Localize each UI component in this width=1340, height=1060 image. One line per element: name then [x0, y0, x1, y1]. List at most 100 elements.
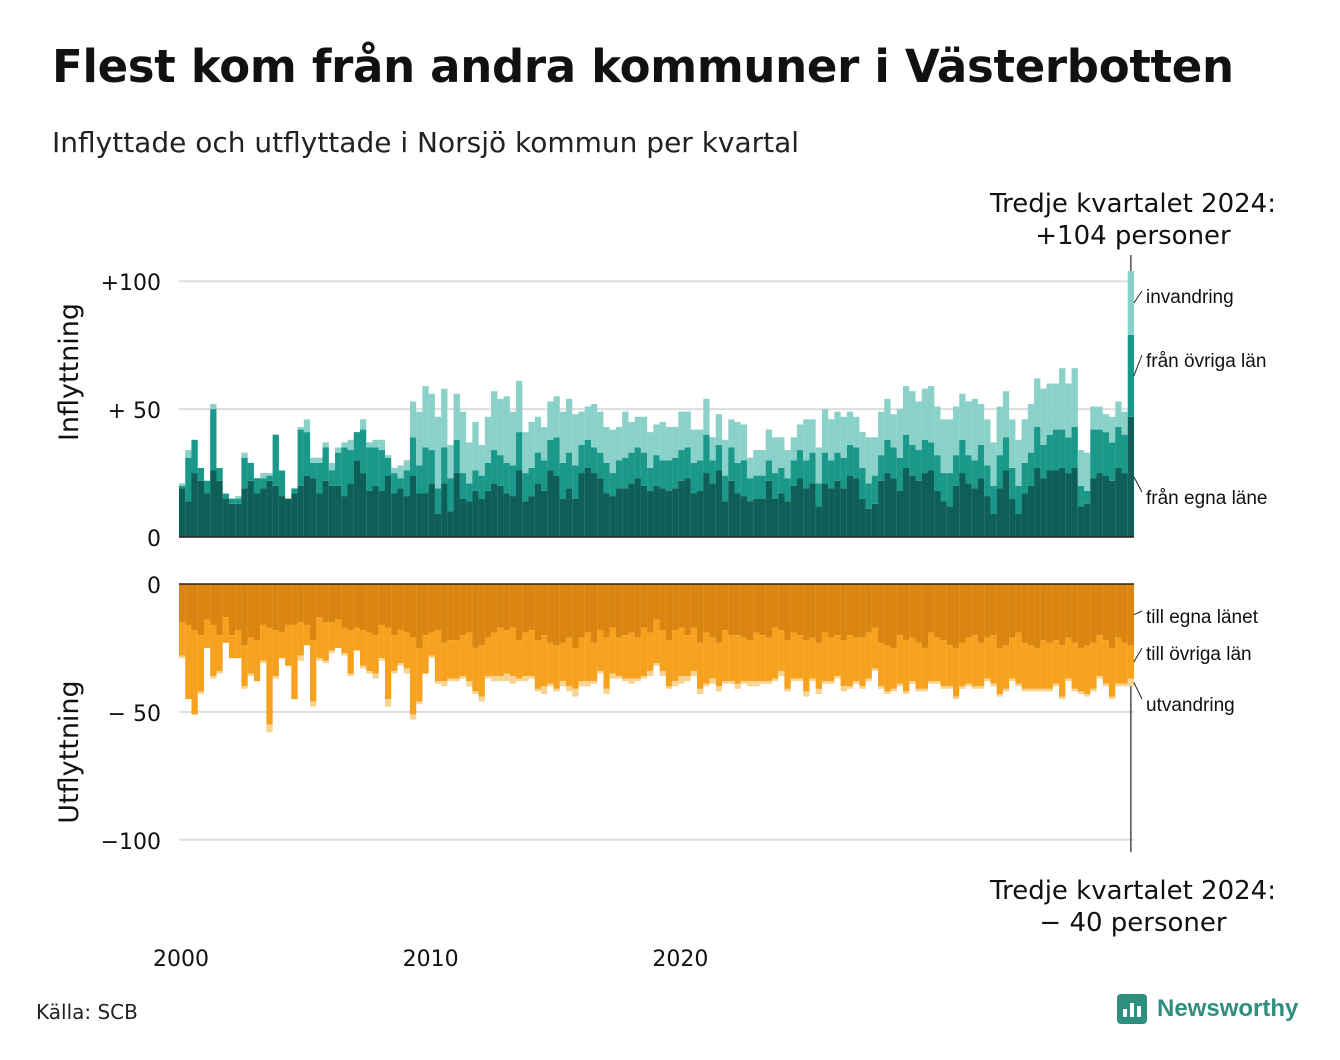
- bar-out-2: [1015, 683, 1022, 687]
- bar-in-0: [846, 475, 854, 537]
- bar-in-1: [809, 452, 816, 484]
- bar-out-1: [1002, 645, 1010, 689]
- bar-out-2: [491, 676, 498, 682]
- bar-out-0: [971, 584, 978, 636]
- bar-in-2: [441, 388, 448, 448]
- bar-out-1: [359, 630, 367, 666]
- bar-out-1: [915, 642, 922, 689]
- bar-out-1: [272, 630, 279, 677]
- bar-in-2: [996, 406, 1003, 456]
- bar-in-0: [528, 496, 535, 537]
- bar-out-2: [578, 681, 585, 687]
- bar-out-0: [565, 584, 573, 638]
- bar-in-1: [921, 439, 929, 474]
- bar-in-1: [1127, 334, 1135, 417]
- bar-in-1: [353, 432, 361, 461]
- bar-out-2: [728, 681, 735, 684]
- bar-out-1: [865, 632, 872, 679]
- bar-in-0: [553, 475, 560, 537]
- bar-in-1: [391, 473, 398, 494]
- bar-in-0: [622, 488, 629, 537]
- bar-in-0: [590, 473, 598, 537]
- bar-in-2: [541, 427, 548, 461]
- bar-out-2: [859, 686, 866, 689]
- bar-out-0: [316, 584, 323, 618]
- bar-out-0: [715, 584, 723, 643]
- bar-out-1: [1009, 637, 1016, 679]
- bar-in-2: [366, 442, 373, 448]
- bar-out-1: [1127, 645, 1135, 679]
- bar-out-1: [965, 637, 972, 684]
- bar-out-2: [372, 673, 379, 679]
- bar-in-1: [653, 455, 660, 486]
- bar-out-1: [528, 630, 535, 677]
- bar-out-0: [247, 584, 254, 638]
- bar-in-1: [366, 447, 373, 491]
- bar-out-0: [803, 584, 810, 641]
- bar-in-0: [1002, 470, 1010, 537]
- bar-in-1: [372, 447, 379, 486]
- bar-in-0: [285, 498, 292, 537]
- bar-out-0: [759, 584, 766, 636]
- bar-in-0: [821, 483, 829, 537]
- bar-in-0: [547, 470, 554, 537]
- bar-out-0: [297, 584, 304, 623]
- bar-in-0: [366, 490, 373, 537]
- bar-in-0: [790, 485, 797, 537]
- bar-out-0: [952, 584, 960, 648]
- bar-in-1: [821, 452, 829, 484]
- bar-in-1: [1059, 429, 1066, 468]
- bar-in-2: [210, 404, 217, 410]
- bar-out-2: [428, 655, 435, 659]
- bar-in-0: [534, 483, 542, 537]
- bar-in-1: [447, 478, 454, 512]
- bar-in-0: [466, 501, 473, 537]
- bar-in-0: [497, 485, 504, 537]
- bar-out-2: [853, 681, 860, 684]
- bar-in-2: [447, 444, 454, 479]
- bar-in-0: [597, 478, 604, 537]
- bar-out-1: [759, 635, 766, 682]
- bar-out-2: [697, 688, 704, 694]
- bar-in-0: [347, 483, 354, 537]
- bar-out-0: [1046, 584, 1053, 643]
- bar-out-1: [996, 647, 1003, 694]
- bar-out-2: [1084, 693, 1091, 697]
- bar-out-2: [871, 668, 879, 671]
- bar-out-0: [503, 584, 510, 631]
- bar-out-0: [815, 584, 822, 643]
- bar-in-2: [603, 427, 610, 463]
- bar-out-2: [672, 681, 679, 687]
- bar-in-0: [322, 480, 329, 537]
- bar-in-1: [759, 475, 766, 499]
- bar-out-2: [272, 676, 279, 679]
- bar-out-0: [553, 584, 560, 646]
- bar-in-2: [722, 439, 729, 476]
- bar-out-1: [191, 630, 198, 715]
- bar-in-2: [428, 393, 435, 451]
- bar-in-2: [553, 396, 560, 438]
- bar-in-2: [1065, 383, 1072, 438]
- bar-in-1: [622, 457, 629, 489]
- bar-out-1: [740, 637, 748, 682]
- bar-out-2: [1109, 696, 1116, 700]
- bar-out-2: [1121, 683, 1128, 687]
- bar-out-1: [734, 635, 741, 684]
- bar-in-2: [771, 437, 779, 474]
- bar-in-0: [235, 503, 242, 537]
- bar-out-2: [803, 691, 810, 697]
- bar-out-1: [990, 635, 997, 684]
- bar-in-0: [803, 488, 810, 537]
- bar-out-2: [1096, 676, 1103, 679]
- bar-out-2: [759, 681, 766, 684]
- bar-in-0: [453, 473, 460, 537]
- bar-out-1: [428, 632, 435, 656]
- bar-out-0: [1121, 584, 1128, 643]
- bar-in-1: [740, 460, 748, 497]
- bar-in-2: [528, 421, 535, 468]
- bar-out-0: [821, 584, 829, 633]
- bar-in-2: [597, 411, 604, 453]
- x-tick-label: 2000: [153, 947, 209, 972]
- bar-out-2: [640, 676, 648, 679]
- bar-out-1: [728, 635, 735, 682]
